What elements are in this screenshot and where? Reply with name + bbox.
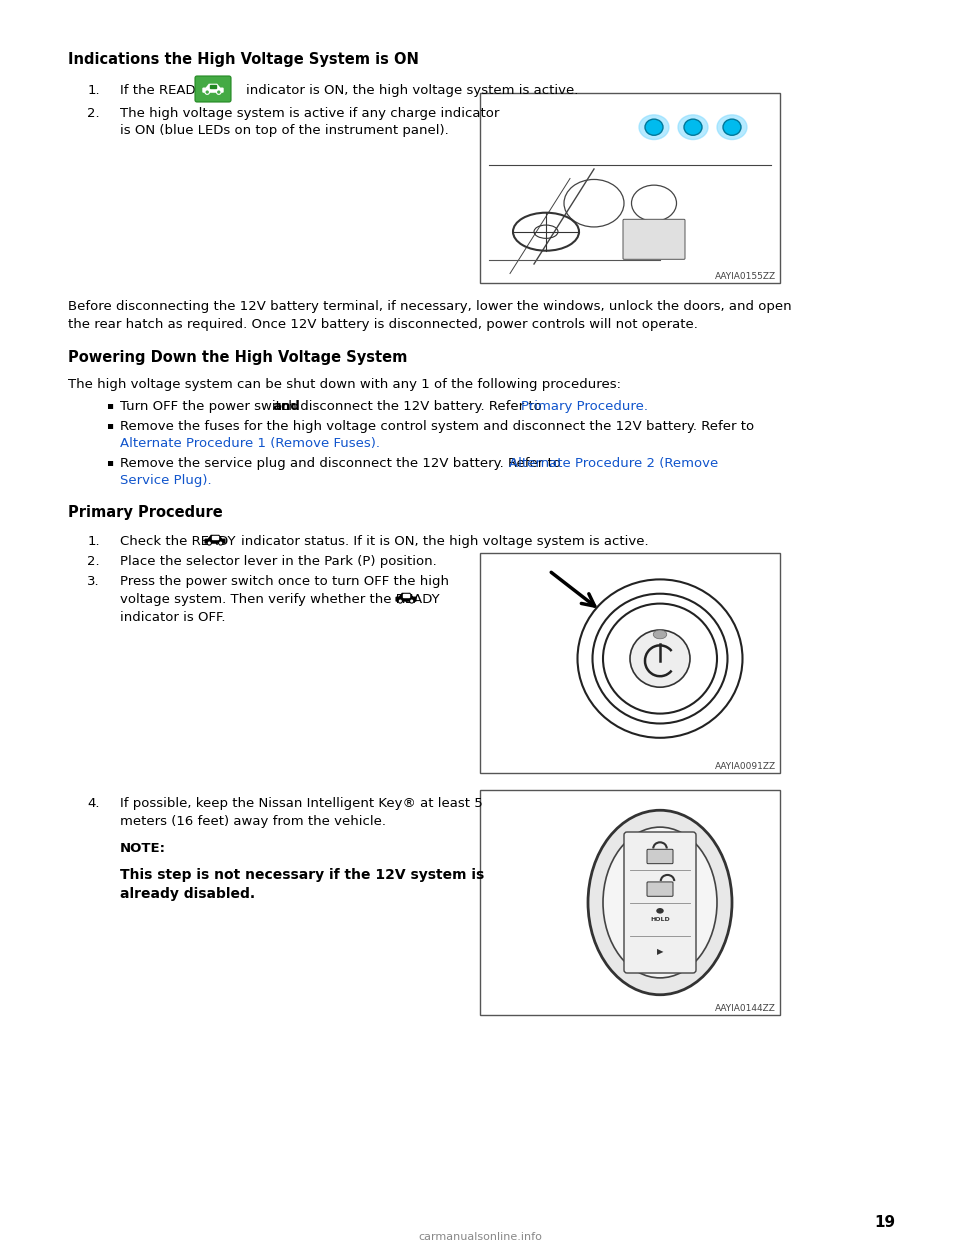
- Text: The high voltage system is active if any charge indicator: The high voltage system is active if any…: [120, 107, 499, 120]
- Text: is ON (blue LEDs on top of the instrument panel).: is ON (blue LEDs on top of the instrumen…: [120, 124, 448, 137]
- Text: Service Plug).: Service Plug).: [120, 474, 211, 487]
- Text: Alternate Procedure 1 (Remove Fuses).: Alternate Procedure 1 (Remove Fuses).: [120, 437, 380, 450]
- Ellipse shape: [723, 119, 741, 135]
- Ellipse shape: [645, 119, 663, 135]
- Text: indicator is ON, the high voltage system is active.: indicator is ON, the high voltage system…: [246, 84, 578, 97]
- FancyBboxPatch shape: [647, 882, 673, 897]
- Text: 2.: 2.: [87, 107, 100, 120]
- Ellipse shape: [639, 114, 669, 139]
- Bar: [480, 790, 780, 1015]
- Polygon shape: [209, 84, 216, 88]
- Ellipse shape: [206, 91, 208, 93]
- Ellipse shape: [218, 91, 220, 93]
- Ellipse shape: [603, 827, 717, 977]
- Text: already disabled.: already disabled.: [120, 887, 255, 900]
- Text: the rear hatch as required. Once 12V battery is disconnected, power controls wil: the rear hatch as required. Once 12V bat…: [68, 318, 698, 332]
- Ellipse shape: [588, 810, 732, 995]
- Ellipse shape: [205, 89, 209, 94]
- Polygon shape: [403, 594, 409, 597]
- Text: 3.: 3.: [87, 575, 100, 587]
- Text: indicator is OFF.: indicator is OFF.: [120, 611, 226, 623]
- Ellipse shape: [398, 599, 402, 602]
- FancyBboxPatch shape: [624, 832, 696, 972]
- Text: ▪: ▪: [106, 420, 113, 430]
- FancyBboxPatch shape: [623, 220, 685, 260]
- Ellipse shape: [630, 630, 690, 687]
- Bar: [480, 93, 780, 283]
- Text: and: and: [272, 400, 300, 414]
- Ellipse shape: [219, 542, 223, 545]
- FancyBboxPatch shape: [195, 76, 231, 102]
- Text: 4.: 4.: [87, 797, 100, 810]
- Text: Before disconnecting the 12V battery terminal, if necessary, lower the windows, : Before disconnecting the 12V battery ter…: [68, 301, 792, 313]
- Ellipse shape: [410, 599, 414, 602]
- Text: NOTE:: NOTE:: [120, 842, 166, 854]
- Ellipse shape: [717, 114, 747, 139]
- Text: Check the READY: Check the READY: [120, 535, 235, 548]
- Ellipse shape: [684, 119, 702, 135]
- Text: ▪: ▪: [106, 457, 113, 467]
- Polygon shape: [396, 594, 416, 601]
- Text: This step is not necessary if the 12V system is: This step is not necessary if the 12V sy…: [120, 868, 484, 882]
- Text: Primary Procedure: Primary Procedure: [68, 505, 223, 520]
- Ellipse shape: [220, 543, 222, 544]
- Text: Turn OFF the power switch: Turn OFF the power switch: [120, 400, 301, 414]
- Polygon shape: [205, 535, 225, 543]
- Ellipse shape: [678, 114, 708, 139]
- FancyBboxPatch shape: [647, 850, 673, 863]
- Text: AAYIA0155ZZ: AAYIA0155ZZ: [715, 272, 776, 281]
- Text: If possible, keep the Nissan Intelligent Key® at least 5: If possible, keep the Nissan Intelligent…: [120, 797, 483, 810]
- Bar: [480, 553, 780, 773]
- Ellipse shape: [399, 600, 401, 602]
- Text: Place the selector lever in the Park (P) position.: Place the selector lever in the Park (P)…: [120, 555, 437, 568]
- Text: Primary Procedure.: Primary Procedure.: [521, 400, 648, 414]
- Polygon shape: [203, 84, 223, 92]
- Text: Remove the service plug and disconnect the 12V battery. Refer to: Remove the service plug and disconnect t…: [120, 457, 565, 469]
- Text: The high voltage system can be shut down with any 1 of the following procedures:: The high voltage system can be shut down…: [68, 378, 621, 391]
- Ellipse shape: [657, 908, 663, 914]
- Text: HOLD: HOLD: [650, 917, 670, 922]
- Text: AAYIA0091ZZ: AAYIA0091ZZ: [715, 763, 776, 771]
- Text: ▪: ▪: [106, 400, 113, 410]
- Ellipse shape: [653, 630, 667, 638]
- Text: Alternate Procedure 2 (Remove: Alternate Procedure 2 (Remove: [509, 457, 718, 469]
- Text: voltage system. Then verify whether the READY: voltage system. Then verify whether the …: [120, 592, 440, 606]
- Text: Remove the fuses for the high voltage control system and disconnect the 12V batt: Remove the fuses for the high voltage co…: [120, 420, 755, 433]
- Text: meters (16 feet) away from the vehicle.: meters (16 feet) away from the vehicle.: [120, 815, 386, 828]
- Text: If the READY: If the READY: [120, 84, 203, 97]
- Text: Press the power switch once to turn OFF the high: Press the power switch once to turn OFF …: [120, 575, 449, 587]
- Text: ▶: ▶: [657, 948, 663, 956]
- Ellipse shape: [411, 600, 413, 602]
- Text: Indications the High Voltage System is ON: Indications the High Voltage System is O…: [68, 52, 419, 67]
- Text: 19: 19: [874, 1215, 895, 1230]
- Text: AAYIA0144ZZ: AAYIA0144ZZ: [715, 1004, 776, 1013]
- Ellipse shape: [217, 89, 221, 94]
- Text: 1.: 1.: [87, 84, 100, 97]
- Text: indicator status. If it is ON, the high voltage system is active.: indicator status. If it is ON, the high …: [241, 535, 649, 548]
- Text: carmanualsonline.info: carmanualsonline.info: [418, 1232, 542, 1242]
- Text: 2.: 2.: [87, 555, 100, 568]
- Ellipse shape: [208, 543, 210, 544]
- Text: Powering Down the High Voltage System: Powering Down the High Voltage System: [68, 350, 407, 365]
- Ellipse shape: [207, 542, 211, 545]
- Text: 1.: 1.: [87, 535, 100, 548]
- Polygon shape: [212, 535, 218, 539]
- Text: disconnect the 12V battery. Refer to: disconnect the 12V battery. Refer to: [296, 400, 546, 414]
